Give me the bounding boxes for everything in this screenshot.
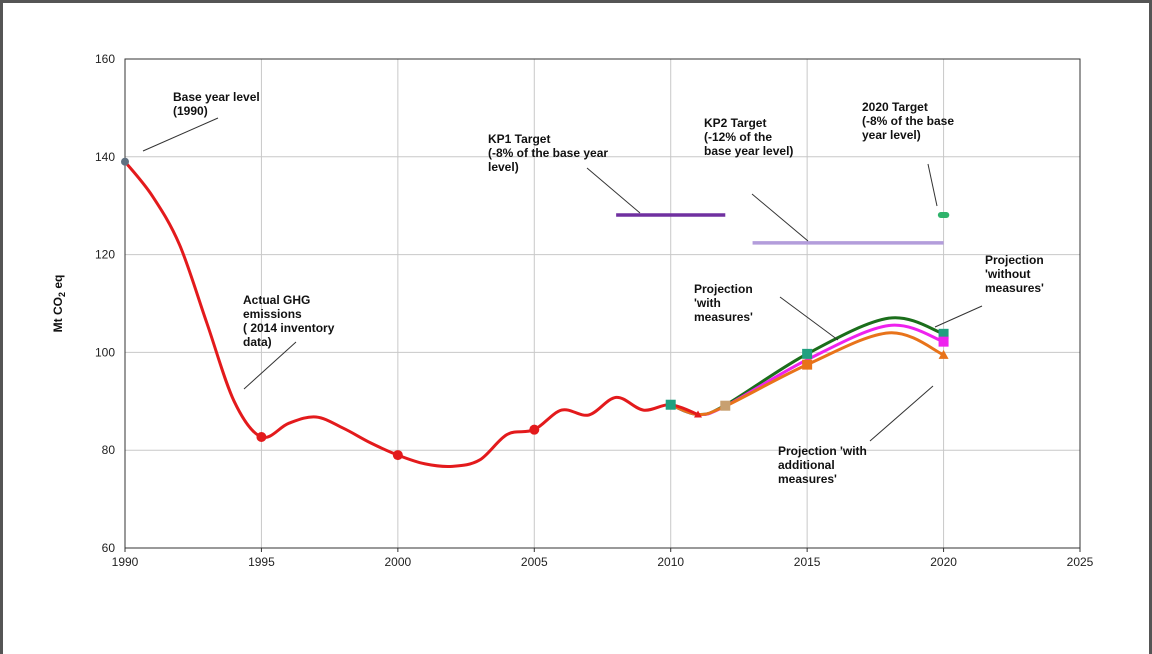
y-tick-label: 60 bbox=[102, 541, 116, 555]
annotation-without-measures-line: 'without bbox=[985, 267, 1031, 281]
leader-kp2-target bbox=[751, 193, 809, 242]
projection-2012-marker bbox=[720, 400, 731, 411]
y-tick-label: 120 bbox=[95, 248, 115, 262]
annotation-additional-measures-line: additional bbox=[778, 458, 835, 472]
annotation-additional-measures-line: measures' bbox=[778, 472, 837, 486]
annotation-with-measures-line: 'with bbox=[694, 296, 721, 310]
x-tick-label: 1995 bbox=[248, 555, 275, 569]
annotation-without-measures-line: Projection bbox=[985, 253, 1044, 267]
x-tick-label: 2010 bbox=[657, 555, 684, 569]
annotation-additional-measures: Projection 'with additional measures' bbox=[778, 444, 867, 486]
without-measures-2015-marker bbox=[802, 348, 813, 359]
annotation-with-measures: Projection'with measures' bbox=[694, 282, 753, 324]
leader-actual-emissions bbox=[243, 341, 297, 390]
y-tick-label: 160 bbox=[95, 52, 115, 66]
y-tick-label: 140 bbox=[95, 150, 115, 164]
additional-2020-marker bbox=[938, 349, 949, 359]
without-measures-2020-marker bbox=[938, 328, 949, 339]
annotation-actual-emissions-line: Actual GHG bbox=[243, 293, 310, 307]
annotation-base-year: Base year level (1990) bbox=[173, 90, 260, 118]
x-tick-label: 2020 bbox=[930, 555, 957, 569]
y-axis-label-main: Mt CO bbox=[51, 297, 65, 332]
additional-2015-marker bbox=[802, 359, 813, 370]
annotations: Base year level (1990) Actual GHG emissions… bbox=[173, 90, 1044, 486]
annotation-actual-emissions-line: data) bbox=[243, 335, 272, 349]
with-measures-2020-marker bbox=[938, 336, 949, 347]
y-axis-label-sub: 2 bbox=[57, 292, 67, 297]
x-tick-label: 2000 bbox=[385, 555, 412, 569]
historical-emissions-line bbox=[123, 160, 699, 468]
annotation-kp1-target: KP1 Target (-8% of the base year level) bbox=[488, 132, 608, 174]
x-tick-label: 2005 bbox=[521, 555, 548, 569]
leader-additional-measures bbox=[869, 385, 934, 442]
annotation-actual-emissions: Actual GHG emissions( 2014 inventory data) bbox=[243, 293, 335, 349]
x-tick-label: 1990 bbox=[112, 555, 139, 569]
annotation-kp1-target-line: (-8% of the base year bbox=[488, 146, 608, 160]
annotation-without-measures-line: measures' bbox=[985, 281, 1044, 295]
y-tick-label: 100 bbox=[95, 345, 115, 359]
annotation-leaders bbox=[142, 117, 983, 442]
leader-without-measures bbox=[934, 305, 983, 328]
leader-with-measures bbox=[779, 296, 839, 341]
annotation-kp2-target-line: KP2 Target bbox=[704, 116, 766, 130]
annotation-actual-emissions-line: emissions bbox=[243, 307, 302, 321]
annotation-actual-emissions-line: ( 2014 inventory bbox=[243, 321, 335, 335]
leader-base-year bbox=[142, 117, 219, 152]
annotation-with-measures-line: Projection bbox=[694, 282, 753, 296]
y-axis-label: Mt CO2 eq bbox=[51, 275, 67, 333]
y-axis-label-rest: eq bbox=[51, 275, 65, 292]
annotation-kp2-target-line: base year level) bbox=[704, 144, 793, 158]
series-markers bbox=[121, 157, 949, 461]
annotation-2020-target-line: year level) bbox=[862, 128, 921, 142]
x-tick-label: 2015 bbox=[794, 555, 821, 569]
x-tick-label: 2025 bbox=[1067, 555, 1094, 569]
y-tick-label: 80 bbox=[102, 443, 116, 457]
annotation-kp1-target-line: level) bbox=[488, 160, 519, 174]
projection-start-marker bbox=[665, 399, 676, 410]
historical-point-marker bbox=[529, 424, 540, 435]
annotation-2020-target-line: 2020 Target bbox=[862, 100, 928, 114]
annotation-additional-measures-line: Projection 'with bbox=[778, 444, 867, 458]
historical-point-marker bbox=[392, 450, 403, 461]
plot-area-border bbox=[124, 58, 1081, 549]
annotation-with-measures-line: measures' bbox=[694, 310, 753, 324]
leader-kp1-target bbox=[586, 167, 641, 214]
projection-2011-marker bbox=[694, 410, 702, 418]
annotation-kp1-target-line: KP1 Target bbox=[488, 132, 550, 146]
target-lines bbox=[616, 211, 950, 245]
annotation-base-year-line: (1990) bbox=[173, 104, 208, 118]
annotation-kp2-target-line: (-12% of the bbox=[704, 130, 772, 144]
axis-ticks: 60 80 100 120 140 160 1990 1995 2000 2005 2010 2015… bbox=[95, 52, 1094, 569]
annotation-2020-target-line: (-8% of the base bbox=[862, 114, 954, 128]
leader-2020-target bbox=[927, 163, 938, 207]
annotation-without-measures: Projection'without measures' bbox=[985, 253, 1044, 295]
annotation-base-year-line: Base year level bbox=[173, 90, 260, 104]
historical-point-marker bbox=[121, 157, 129, 166]
annotation-2020-target: 2020 Target (-8% of the base year level) bbox=[862, 100, 954, 142]
historical-point-marker bbox=[256, 431, 267, 442]
annotation-kp2-target: KP2 Target (-12% of the base year level) bbox=[704, 116, 793, 158]
